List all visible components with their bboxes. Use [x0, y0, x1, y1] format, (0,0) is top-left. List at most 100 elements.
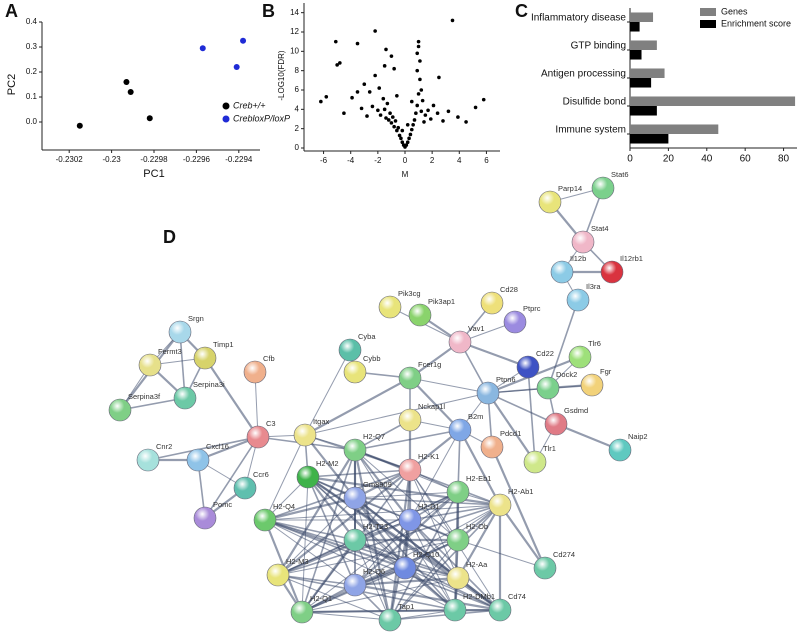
node-label: Ccr6 [253, 470, 269, 479]
point [335, 63, 339, 67]
node [600, 260, 624, 284]
node [168, 320, 192, 344]
edges [119, 187, 621, 621]
x-tick-label: 80 [778, 154, 790, 165]
x-tick-label: -0.2296 [183, 155, 211, 164]
edge [277, 469, 411, 576]
node [186, 448, 210, 472]
node-label: B2m [468, 412, 483, 421]
node [378, 608, 402, 632]
y-tick-label: 10 [290, 46, 299, 55]
node-label: Vav1 [468, 324, 485, 333]
point [416, 92, 421, 96]
node [193, 506, 217, 530]
node-label: Cd274 [553, 550, 575, 559]
x-tick-label: 2 [430, 156, 435, 165]
panel-label: D [163, 227, 176, 247]
node-label: H2-Aa [466, 560, 488, 569]
node-label: H2-Ob [466, 522, 488, 531]
node [480, 291, 504, 315]
legend-label: CrebloxP/loxP [233, 113, 290, 123]
edge [277, 539, 459, 576]
y-tick-label: Immune system [555, 125, 626, 136]
edge [354, 576, 459, 587]
point [422, 120, 426, 124]
node [480, 435, 504, 459]
edge [307, 476, 356, 586]
point [415, 103, 420, 108]
node-label: Serpina3i [193, 380, 225, 389]
node [538, 190, 562, 214]
edge [277, 449, 356, 576]
point [409, 99, 414, 104]
edge [354, 429, 461, 451]
node [446, 566, 470, 590]
y-tick-label: 12 [290, 27, 299, 36]
node [233, 476, 257, 500]
edge [409, 519, 459, 579]
point [411, 123, 415, 127]
point [319, 99, 323, 104]
node-label: Cxcl16 [206, 442, 229, 451]
point [370, 104, 375, 109]
point [450, 18, 455, 23]
node [536, 376, 560, 400]
edge [264, 519, 356, 586]
point [367, 90, 372, 94]
edge [277, 574, 456, 611]
x-tick-label: 60 [740, 154, 752, 165]
point [342, 111, 346, 115]
edge [264, 518, 406, 570]
edge [204, 357, 259, 438]
edge [354, 583, 501, 612]
node-label: Fermt3 [158, 347, 182, 356]
point [355, 90, 360, 94]
node-label: H2-M3 [286, 557, 309, 566]
node [246, 425, 270, 449]
y-axis-label: PC2 [6, 74, 18, 95]
point [378, 113, 383, 117]
node [173, 386, 197, 410]
point [420, 98, 425, 103]
node-label: Tlr6 [588, 339, 601, 348]
bar [630, 50, 642, 60]
node-label: Pdcd1 [500, 429, 521, 438]
edge [301, 611, 391, 621]
edge [499, 504, 546, 569]
edge [204, 436, 259, 519]
node [398, 458, 422, 482]
y-tick-label: 0.3 [26, 42, 38, 51]
edge [301, 577, 459, 613]
point [359, 106, 364, 111]
edge [487, 392, 557, 425]
node [544, 412, 568, 436]
node [398, 366, 422, 390]
bar [630, 22, 640, 32]
node-label: Naip2 [628, 432, 648, 441]
node-label: Pik3cg [398, 289, 421, 298]
point [418, 59, 422, 63]
node-label: H2-DMb1 [463, 592, 495, 601]
y-tick-label: 0.0 [26, 117, 38, 126]
node [448, 418, 472, 442]
x-tick-label: -0.2302 [56, 155, 84, 164]
bar [630, 96, 796, 106]
x-tick-label: -0.2298 [140, 155, 168, 164]
edge [304, 377, 411, 436]
point [419, 109, 424, 114]
point [382, 64, 387, 68]
node-label: Nckap1l [418, 402, 445, 411]
edge [264, 434, 306, 521]
node [378, 295, 402, 319]
y-tick-label: GTP binding [571, 41, 626, 52]
legend-marker [700, 8, 716, 16]
node [488, 598, 512, 622]
node-label: Pik3ap1 [428, 297, 455, 306]
node [503, 310, 527, 334]
edge [555, 422, 621, 452]
node-label: C3 [266, 419, 276, 428]
edge [457, 539, 546, 569]
edge [404, 567, 501, 611]
node [253, 508, 277, 532]
